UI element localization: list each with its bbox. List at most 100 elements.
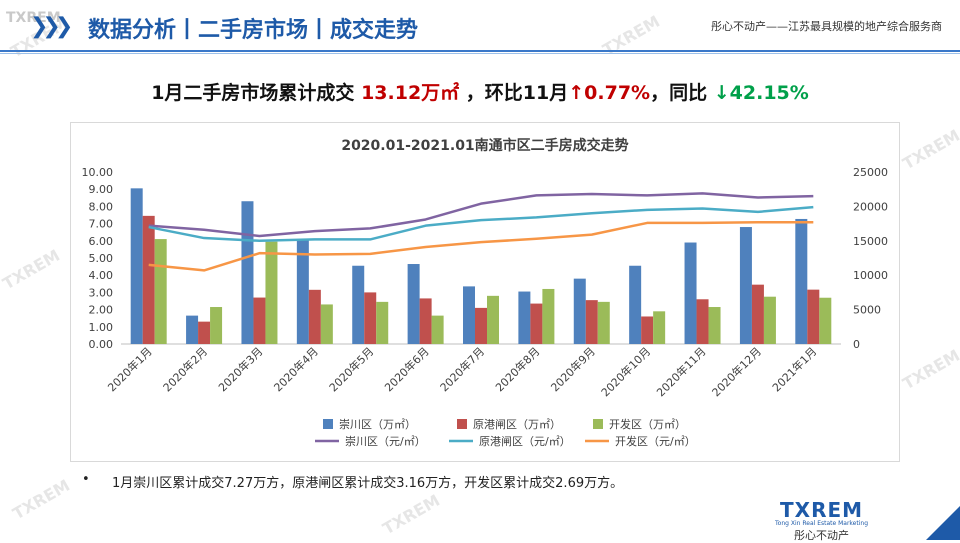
bar — [530, 303, 543, 344]
header-divider — [0, 50, 960, 52]
legend-label: 崇川区（元/㎡） — [345, 435, 426, 448]
watermark: TXREM — [9, 475, 73, 524]
y-left-tick-label: 2.00 — [89, 304, 114, 317]
bar — [597, 301, 610, 344]
y-left-tick-label: 3.00 — [89, 286, 114, 299]
headline-mom-label: ，环比11月 — [465, 82, 569, 104]
bar — [265, 241, 278, 344]
bar — [696, 299, 709, 344]
x-tick-label: 2020年2月 — [160, 344, 210, 394]
headline-volume: 13.12万㎡ — [361, 82, 460, 104]
x-tick-label: 2021年1月 — [769, 344, 819, 394]
chart-svg: 0.00 1.00 2.00 3.00 4.00 5.00 6.00 7.00 8.00 9.00… — [82, 166, 889, 448]
x-tick-label: 2020年7月 — [437, 344, 487, 394]
y-left-tick-label: 7.00 — [89, 218, 114, 231]
bar — [463, 286, 475, 344]
header-divider-thin — [0, 53, 960, 54]
x-tick-label: 2020年6月 — [382, 344, 432, 394]
y-left-tick-label: 10.00 — [82, 166, 114, 179]
bar — [487, 295, 499, 344]
y-left-tick-label: 0.00 — [89, 338, 114, 351]
bullet-text: 1月崇川区累计成交7.27万方，原港闸区累计成交3.16万方，开发区累计成交2.… — [112, 476, 624, 491]
bar — [407, 264, 420, 344]
y-right-tick-label: 20000 — [853, 200, 888, 213]
y-right-tick-label: 0 — [853, 338, 860, 351]
bar — [795, 218, 808, 344]
bar — [130, 188, 143, 344]
chart-title: 2020.01-2021.01南通市区二手房成交走势 — [341, 138, 629, 154]
x-tick-label: 2020年9月 — [548, 344, 598, 394]
series-line — [148, 220, 814, 272]
headline-yoy-label: ，同比 — [650, 82, 708, 104]
chevron-right-icon: ❯❯❯ — [30, 14, 73, 39]
page-title: 数据分析丨二手房市场丨成交走势 — [88, 18, 419, 43]
header-logo: TXREM — [6, 10, 61, 26]
bar — [198, 321, 211, 344]
legend-swatch — [593, 419, 603, 429]
watermark: TXREM — [379, 490, 443, 539]
y-left-tick-label: 6.00 — [89, 235, 114, 248]
series-line — [148, 205, 814, 243]
chart-container: 2020.01-2021.01南通市区二手房成交走势 0.00 1.00 2.00 3… — [70, 122, 900, 462]
bar — [320, 304, 333, 344]
bar — [419, 298, 432, 344]
bar — [751, 284, 764, 344]
legend-swatch — [457, 419, 467, 429]
bar — [629, 265, 642, 344]
footer-logo-cn: 彤心不动产 — [794, 529, 850, 542]
arrow-up-icon: ↑ — [568, 82, 585, 104]
watermark: TXREM — [899, 125, 960, 174]
series-line — [148, 192, 814, 238]
x-tick-label: 2020年10月 — [598, 344, 653, 399]
bar — [475, 307, 487, 344]
headline-mom-value: 0.77% — [584, 82, 651, 104]
y-right-tick-label: 15000 — [853, 235, 888, 248]
bar — [708, 307, 721, 344]
y-left-tick-label: 5.00 — [89, 252, 114, 265]
x-tick-label: 2020年8月 — [492, 344, 542, 394]
x-tick-label: 2020年12月 — [709, 344, 764, 399]
legend-swatch — [323, 419, 333, 429]
corner-decoration — [926, 506, 960, 540]
x-tick-label: 2020年1月 — [105, 344, 155, 394]
footer-logo: TXREM Tong Xin Real Estate Marketing 彤心不… — [775, 498, 868, 543]
y-left-tick-label: 4.00 — [89, 269, 114, 282]
headline-prefix: 1月二手房市场累计成交 — [151, 82, 355, 104]
y-right-tick-label: 5000 — [853, 304, 881, 317]
bar — [819, 297, 832, 344]
bar — [807, 289, 820, 344]
y-right-tick-label: 25000 — [853, 166, 888, 179]
bar — [431, 315, 444, 344]
bar — [653, 311, 666, 344]
x-tick-label: 2020年5月 — [326, 344, 376, 394]
bar — [186, 315, 199, 344]
bar — [573, 278, 586, 344]
legend-label: 开发区（万㎡） — [609, 417, 686, 431]
bar — [518, 291, 531, 344]
bar — [684, 242, 697, 344]
legend-label: 开发区（元/㎡） — [615, 434, 696, 448]
bar — [763, 296, 776, 344]
bar — [241, 201, 254, 344]
bar — [352, 265, 365, 344]
bar — [542, 288, 555, 344]
bullet-symbol: • — [82, 472, 90, 487]
x-tick-label: 2020年11月 — [654, 344, 709, 399]
bar — [253, 297, 266, 344]
bar — [296, 239, 309, 344]
arrow-down-icon: ↓ — [713, 82, 730, 104]
y-left-tick-label: 9.00 — [89, 183, 114, 196]
legend-label: 崇川区（万㎡） — [339, 418, 416, 431]
footer-logo-mark: TXREM — [780, 498, 864, 522]
bar — [376, 301, 389, 344]
watermark: TXREM — [899, 345, 960, 394]
bar — [210, 307, 223, 344]
bar — [739, 227, 752, 344]
x-tick-label: 2020年4月 — [271, 344, 321, 394]
company-tagline: 彤心不动产——江苏最具规模的地产综合服务商 — [711, 20, 942, 33]
headline: 1月二手房市场累计成交 13.12万㎡ ，环比11月↑0.77%，同比 ↓42.… — [0, 78, 960, 105]
bar — [308, 289, 321, 344]
bar — [585, 300, 598, 344]
bar — [364, 292, 377, 344]
y-left-tick-label: 1.00 — [89, 321, 114, 334]
